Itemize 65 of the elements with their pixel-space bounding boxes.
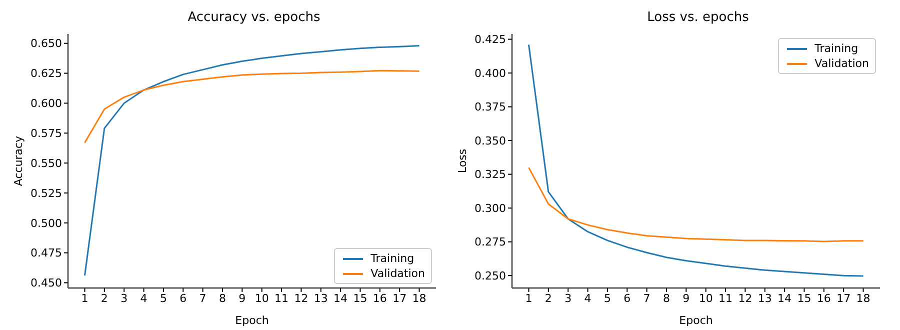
y-axis-title: Accuracy xyxy=(12,135,25,186)
x-tick-label: 15 xyxy=(353,292,368,305)
x-tick-label: 18 xyxy=(856,292,870,305)
legend-label: Validation xyxy=(370,267,425,280)
x-tick-label: 6 xyxy=(624,292,631,305)
x-tick-label: 12 xyxy=(294,292,308,305)
legend-label: Training xyxy=(370,252,414,265)
x-tick-label: 18 xyxy=(412,292,426,305)
y-tick-label: 0.625 xyxy=(30,67,62,80)
x-tick-label: 11 xyxy=(718,292,733,305)
x-tick-label: 12 xyxy=(738,292,752,305)
x-tick-label: 8 xyxy=(218,292,226,305)
y-tick-label: 0.275 xyxy=(474,236,506,249)
line-series xyxy=(528,166,864,242)
y-tick-label: 0.650 xyxy=(30,37,62,50)
y-tick-label: 0.500 xyxy=(30,216,62,230)
x-tick-label: 5 xyxy=(604,292,611,305)
y-tick-label: 0.450 xyxy=(30,276,62,290)
x-tick-label: 4 xyxy=(140,292,148,305)
chart-title: Accuracy vs. epochs xyxy=(186,9,322,27)
x-axis-title: Epoch xyxy=(679,314,713,327)
y-tick-label: 0.475 xyxy=(30,246,62,260)
x-tick-label: 1 xyxy=(525,292,532,305)
x-tick-label: 3 xyxy=(564,292,572,305)
x-tick-label: 14 xyxy=(334,292,348,305)
chart-title: Loss vs. epochs xyxy=(646,9,750,27)
x-tick-label: 8 xyxy=(662,292,670,305)
x-tick-label: 11 xyxy=(274,292,289,305)
legend-label: Training xyxy=(814,42,858,55)
y-tick-label: 0.575 xyxy=(30,127,62,140)
y-tick-label: 0.600 xyxy=(30,97,62,110)
x-tick-label: 13 xyxy=(758,292,772,305)
line-series xyxy=(84,70,420,144)
x-tick-label: 16 xyxy=(372,292,387,305)
legend-label: Validation xyxy=(814,57,869,70)
y-tick-label: 0.325 xyxy=(474,168,506,182)
x-tick-label: 17 xyxy=(836,292,851,305)
y-tick-label: 0.550 xyxy=(30,156,62,170)
x-tick-label: 9 xyxy=(682,292,690,305)
x-tick-label: 7 xyxy=(199,292,206,305)
x-tick-label: 6 xyxy=(180,292,187,305)
x-tick-label: 16 xyxy=(816,292,831,305)
x-tick-label: 1 xyxy=(81,292,88,305)
x-tick-label: 13 xyxy=(314,292,328,305)
y-axis-title: Loss xyxy=(456,148,469,174)
x-axis-title: Epoch xyxy=(235,314,269,327)
x-tick-label: 2 xyxy=(544,292,552,305)
y-tick-label: 0.300 xyxy=(474,202,506,215)
y-tick-label: 0.525 xyxy=(30,186,62,200)
x-tick-label: 15 xyxy=(797,292,812,305)
x-tick-label: 14 xyxy=(778,292,792,305)
y-tick-label: 0.375 xyxy=(474,100,506,114)
y-tick-label: 0.350 xyxy=(474,134,506,148)
x-tick-label: 17 xyxy=(392,292,407,305)
y-tick-label: 0.400 xyxy=(474,66,506,80)
x-tick-label: 9 xyxy=(238,292,246,305)
x-tick-label: 10 xyxy=(698,292,713,305)
y-tick-label: 0.425 xyxy=(474,33,506,46)
x-tick-label: 5 xyxy=(160,292,167,305)
x-tick-label: 4 xyxy=(584,292,592,305)
x-tick-label: 2 xyxy=(100,292,108,305)
x-tick-label: 7 xyxy=(643,292,650,305)
x-tick-label: 10 xyxy=(254,292,269,305)
y-tick-label: 0.250 xyxy=(474,269,506,282)
x-tick-label: 3 xyxy=(120,292,128,305)
